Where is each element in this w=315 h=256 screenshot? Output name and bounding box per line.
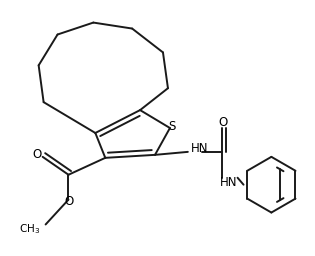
Text: CH$_3$: CH$_3$ bbox=[20, 222, 41, 236]
Text: HN: HN bbox=[191, 142, 208, 155]
Text: O: O bbox=[218, 115, 227, 129]
Text: HN: HN bbox=[220, 176, 237, 189]
Text: S: S bbox=[168, 120, 175, 133]
Text: O: O bbox=[32, 148, 41, 161]
Text: O: O bbox=[65, 195, 74, 208]
